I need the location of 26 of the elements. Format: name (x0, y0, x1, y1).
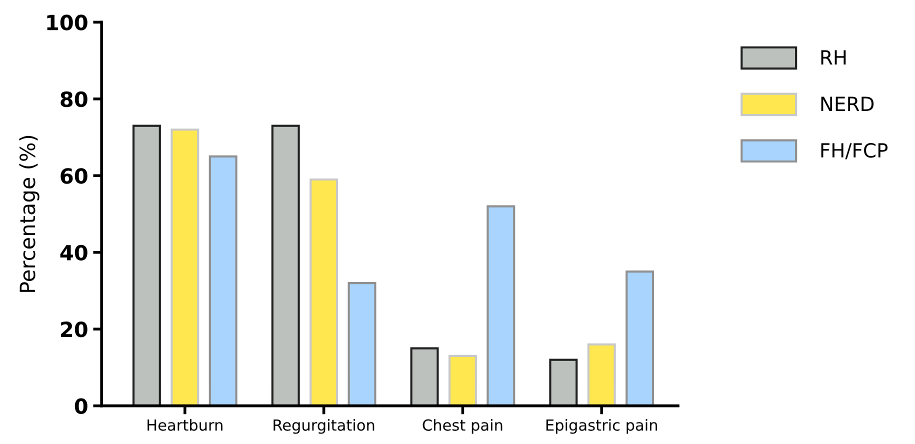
bar (587, 343, 616, 406)
bar (486, 205, 516, 406)
y-tick-label: 80 (60, 91, 88, 108)
bar (208, 155, 238, 406)
bar (410, 347, 439, 406)
x-tick-label: Epigastric pain (546, 419, 658, 434)
legend-label: NERD (821, 96, 874, 111)
legend-label: FH/FCP (821, 142, 888, 160)
bar (170, 128, 200, 406)
bar (448, 354, 477, 406)
bar (310, 178, 338, 406)
x-tick-label: Heartburn (148, 419, 222, 431)
bar (348, 282, 376, 406)
y-axis-title: Percentage (%) (19, 136, 40, 292)
legend-label: RH (821, 50, 846, 64)
bar (132, 124, 161, 406)
bar (549, 358, 578, 406)
bar (271, 124, 300, 406)
x-tick-label: Chest pain (422, 419, 502, 434)
x-tick-label: Regurgitation (274, 419, 374, 434)
bar (626, 270, 654, 406)
y-tick-label: 0 (74, 398, 88, 414)
y-tick-label: 60 (60, 168, 88, 184)
y-tick-label: 20 (61, 322, 88, 338)
y-tick-label: 40 (60, 244, 88, 261)
y-tick-label: 100 (47, 14, 88, 30)
